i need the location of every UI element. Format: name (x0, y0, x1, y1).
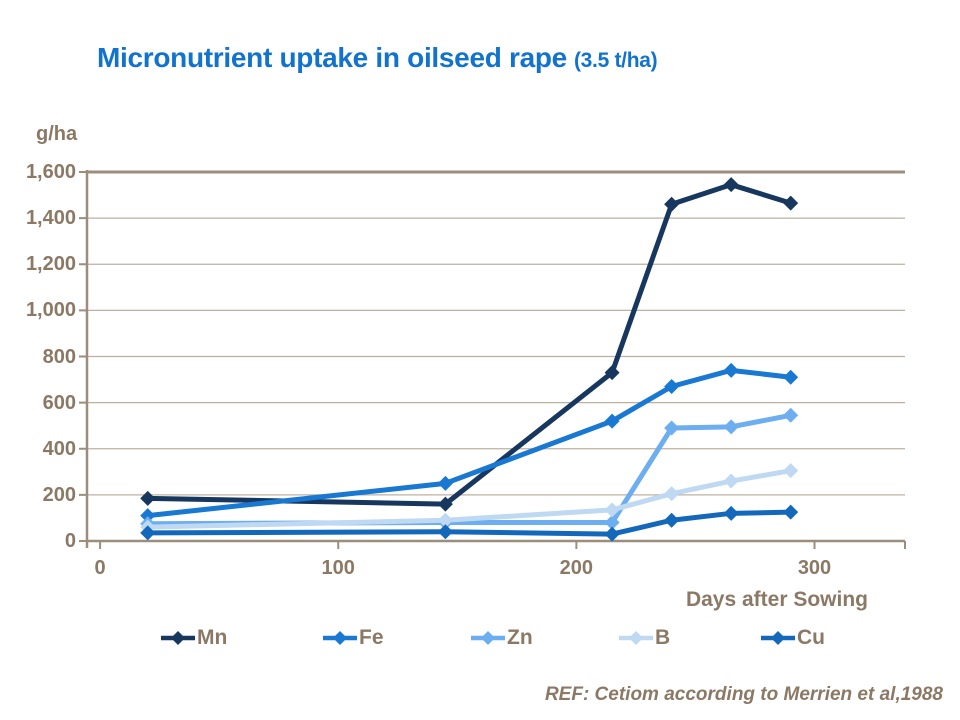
legend-item-cu: Cu (760, 624, 825, 652)
series-marker-fe (140, 508, 156, 524)
series-line-fe (145, 367, 794, 519)
x-tick-label: 100 (321, 557, 355, 579)
series-marker-cu (783, 504, 799, 520)
legend-diamond (629, 631, 643, 645)
series-marker-cu (140, 525, 156, 541)
y-tick-label: 1,000 (25, 299, 76, 322)
y-tick-label: 1,600 (25, 161, 76, 183)
series-marker-zn (723, 419, 739, 435)
series-line-b (145, 468, 794, 530)
series-line-mn (145, 182, 794, 507)
series-marker-mn (723, 177, 739, 193)
page-title: Micronutrient uptake in oilseed rape (3.5… (97, 42, 658, 74)
series-marker-b (664, 486, 680, 502)
legend-diamond (333, 631, 347, 645)
series-marker-cu (664, 512, 680, 528)
series-marker-zn (604, 515, 620, 531)
y-tick-label: 600 (42, 391, 76, 414)
y-axis-unit-label: g/ha (36, 123, 78, 145)
series-marker-fe (437, 475, 453, 491)
x-tick-label: 300 (797, 557, 832, 579)
legend-item-fe: Fe (322, 624, 384, 652)
legend-label-mn: Mn (197, 626, 228, 649)
legend-diamond (481, 631, 495, 645)
series-marker-zn (664, 420, 680, 436)
legend-item-zn: Zn (470, 624, 533, 652)
series-marker-mn (604, 365, 620, 381)
series-line-cu (145, 509, 794, 537)
y-tick-label: 0 (64, 530, 76, 552)
series-marker-mn (783, 195, 799, 211)
legend-marker-cu-icon (761, 631, 795, 645)
series-marker-cu (437, 524, 453, 540)
chart-legend: Mn Fe Zn B Cu (0, 624, 960, 656)
series-marker-mn (437, 496, 453, 512)
legend-marker-fe-icon (323, 631, 357, 645)
page-title-suffix: (3.5 t/ha) (573, 49, 658, 72)
series-marker-mn (664, 196, 680, 212)
legend-label-cu: Cu (797, 626, 825, 649)
legend-item-b: B (618, 624, 670, 652)
page-title-main: Micronutrient uptake in oilseed rape (97, 42, 567, 73)
legend-item-mn: Mn (160, 624, 227, 652)
x-axis-title: Days after Sowing (685, 588, 868, 611)
y-tick-label: 400 (42, 437, 76, 460)
series-marker-fe (723, 362, 739, 378)
x-tick-label: 0 (94, 557, 106, 579)
y-tick-label: 800 (42, 345, 76, 368)
series-marker-fe (783, 369, 799, 385)
series-marker-zn (783, 407, 799, 423)
series-marker-b (604, 502, 620, 518)
legend-marker-mn-icon (161, 631, 195, 645)
legend-diamond (171, 631, 185, 645)
legend-marker-zn-icon (471, 631, 505, 645)
series-marker-b (723, 473, 739, 489)
series-marker-fe (664, 378, 680, 394)
legend-diamond (771, 631, 785, 645)
x-tick-label: 200 (559, 557, 594, 579)
reference-citation: REF: Cetiom according to Merrien et al,1… (544, 684, 943, 705)
series-marker-fe (604, 413, 620, 429)
legend-label-b: B (655, 626, 671, 649)
legend-label-fe: Fe (359, 626, 384, 649)
y-tick-label: 1,400 (25, 207, 76, 230)
legend-label-zn: Zn (507, 626, 533, 649)
series-marker-b (783, 463, 799, 479)
series-marker-mn (140, 490, 156, 506)
legend-marker-b-icon (619, 631, 653, 645)
y-tick-label: 1,200 (25, 253, 76, 276)
series-marker-cu (723, 505, 739, 521)
y-tick-label: 200 (42, 483, 76, 506)
series-marker-cu (604, 526, 620, 542)
series-marker-b (437, 512, 453, 528)
